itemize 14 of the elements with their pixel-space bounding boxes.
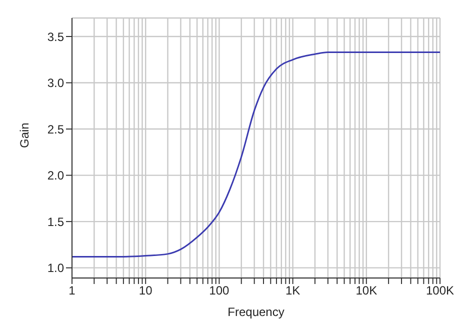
y-tick-label: 1.5 [47, 214, 64, 229]
y-tick-label: 3.0 [47, 76, 64, 90]
x-tick-label: 10K [356, 284, 378, 298]
x-tick-label: 1K [285, 284, 300, 298]
y-tick-label: 3.5 [47, 30, 64, 44]
x-axis-title: Frequency [228, 305, 284, 319]
y-tick-label: 1.0 [47, 261, 64, 276]
y-axis-title: Gain [17, 122, 32, 148]
x-tick-label: 1 [68, 284, 76, 298]
y-tick-label: 2.5 [47, 122, 64, 136]
x-tick-label: 100 [209, 284, 230, 298]
x-tick-label: 10 [138, 284, 153, 298]
y-tick-label: 2.0 [47, 168, 64, 183]
x-tick-label: 100K [426, 284, 454, 298]
